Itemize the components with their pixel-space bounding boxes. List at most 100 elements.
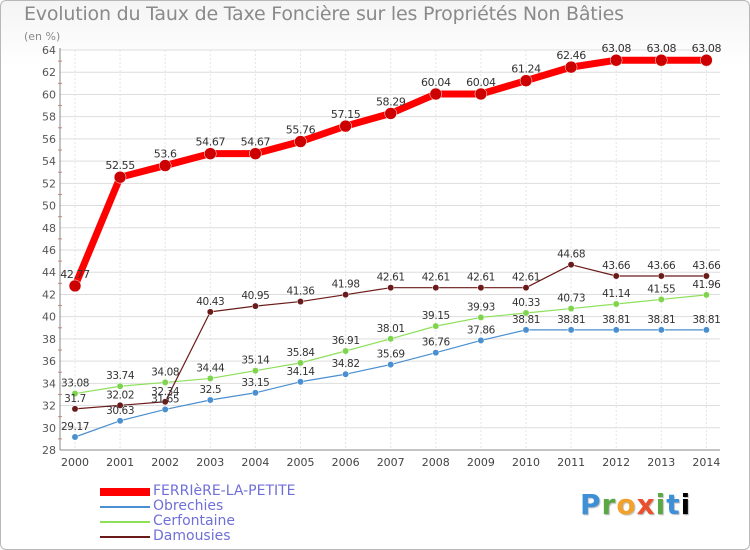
x-tick-label: 2013 bbox=[647, 456, 675, 469]
data-label-cerfontaine: 34.44 bbox=[196, 362, 225, 374]
legend-label: Damousies bbox=[153, 528, 231, 544]
data-point-ferri-re-la-petite bbox=[519, 74, 533, 87]
data-point-obrechies bbox=[251, 389, 259, 397]
data-point-cerfontaine bbox=[477, 313, 485, 321]
data-point-cerfontaine bbox=[206, 374, 214, 382]
data-label-ferri-re-la-petite: 57.15 bbox=[331, 108, 361, 121]
legend-swatch bbox=[100, 488, 150, 496]
data-label-obrechies: 38.81 bbox=[512, 314, 540, 326]
y-tick-label: 30 bbox=[42, 422, 56, 435]
data-point-ferri-re-la-petite bbox=[655, 53, 668, 67]
data-label-obrechies: 38.81 bbox=[647, 314, 675, 326]
data-label-damousies: 32.02 bbox=[106, 389, 134, 401]
data-label-ferri-re-la-petite: 63.08 bbox=[601, 42, 631, 55]
y-tick-label: 62 bbox=[42, 66, 56, 79]
chart-title: Evolution du Taux de Taxe Foncière sur l… bbox=[24, 3, 624, 25]
x-tick-label: 2004 bbox=[241, 456, 269, 469]
data-label-cerfontaine: 35.84 bbox=[286, 347, 315, 359]
data-label-obrechies: 29.17 bbox=[61, 421, 89, 433]
chart-unit-label: (en %) bbox=[24, 30, 61, 43]
y-tick-label: 64 bbox=[42, 44, 56, 57]
data-point-cerfontaine bbox=[161, 378, 169, 386]
data-label-obrechies: 30.63 bbox=[106, 405, 134, 417]
data-point-cerfontaine bbox=[612, 300, 620, 308]
data-point-ferri-re-la-petite bbox=[68, 279, 82, 293]
data-point-damousies bbox=[297, 298, 304, 306]
data-labels: 29.17 30.63 31.65 32.5 33.15 34.14 34.82 35.69 3… bbox=[60, 42, 722, 433]
data-label-cerfontaine: 41.14 bbox=[602, 288, 631, 300]
proxiti-logo: Proxiti bbox=[580, 488, 692, 521]
data-label-cerfontaine: 38.01 bbox=[377, 323, 405, 335]
data-point-obrechies bbox=[522, 326, 530, 334]
x-tick-label: 2006 bbox=[332, 456, 360, 469]
data-point-obrechies bbox=[702, 326, 710, 334]
y-tick-label: 50 bbox=[42, 200, 56, 213]
legend-item: Damousies bbox=[100, 528, 360, 544]
data-point-cerfontaine bbox=[522, 309, 530, 317]
data-label-ferri-re-la-petite: 42.77 bbox=[60, 268, 90, 281]
y-tick-label: 46 bbox=[42, 244, 56, 257]
data-point-cerfontaine bbox=[702, 291, 710, 299]
y-tick-label: 34 bbox=[42, 377, 56, 390]
legend-label: Cerfontaine bbox=[153, 513, 235, 529]
data-point-obrechies bbox=[477, 336, 485, 344]
data-label-obrechies: 35.69 bbox=[377, 349, 405, 361]
data-point-cerfontaine bbox=[657, 295, 665, 303]
data-point-damousies bbox=[342, 291, 350, 299]
data-label-damousies: 40.43 bbox=[196, 296, 224, 308]
data-label-ferri-re-la-petite: 54.67 bbox=[196, 136, 226, 149]
data-label-cerfontaine: 33.74 bbox=[106, 370, 135, 382]
x-tick-label: 2011 bbox=[557, 456, 585, 469]
data-point-ferri-re-la-petite bbox=[384, 107, 397, 120]
data-label-obrechies: 38.81 bbox=[692, 314, 720, 326]
data-point-cerfontaine bbox=[342, 347, 350, 355]
data-point-obrechies bbox=[206, 396, 214, 404]
y-tick-label: 36 bbox=[42, 355, 56, 368]
y-tick-label: 40 bbox=[42, 311, 56, 324]
data-label-ferri-re-la-petite: 54.67 bbox=[241, 136, 271, 149]
data-point-damousies bbox=[71, 405, 79, 413]
data-label-damousies: 41.36 bbox=[286, 286, 315, 298]
legend-swatch bbox=[100, 506, 150, 508]
data-point-ferri-re-la-petite bbox=[249, 147, 262, 160]
y-tick-label: 38 bbox=[42, 333, 56, 346]
data-point-obrechies bbox=[342, 370, 350, 378]
data-label-ferri-re-la-petite: 62.46 bbox=[556, 49, 586, 62]
data-label-obrechies: 32.5 bbox=[199, 384, 221, 396]
legend-item: Cerfontaine bbox=[100, 513, 360, 529]
legend-swatch bbox=[100, 536, 150, 538]
data-label-cerfontaine: 33.08 bbox=[61, 378, 89, 390]
data-point-obrechies bbox=[432, 349, 440, 357]
data-point-cerfontaine bbox=[432, 322, 440, 330]
data-label-damousies: 41.98 bbox=[332, 279, 360, 291]
data-point-obrechies bbox=[387, 361, 395, 369]
data-label-damousies: 43.66 bbox=[692, 260, 721, 272]
y-tick-label: 56 bbox=[42, 133, 56, 146]
legend-label: FERRIèRE-LA-PETITE bbox=[153, 483, 296, 499]
data-label-damousies: 44.68 bbox=[557, 249, 585, 261]
data-point-obrechies bbox=[567, 326, 575, 334]
y-tick-label: 48 bbox=[42, 222, 56, 235]
data-label-cerfontaine: 40.33 bbox=[512, 297, 540, 309]
legend-swatch bbox=[100, 521, 150, 523]
data-label-ferri-re-la-petite: 63.08 bbox=[692, 42, 722, 55]
data-point-cerfontaine bbox=[71, 390, 79, 398]
y-tick-label: 52 bbox=[42, 177, 56, 190]
data-point-ferri-re-la-petite bbox=[474, 87, 488, 101]
y-tick-label: 60 bbox=[42, 88, 56, 101]
data-point-obrechies bbox=[297, 378, 304, 386]
y-tick-label: 58 bbox=[42, 111, 56, 124]
data-label-cerfontaine: 35.14 bbox=[241, 355, 270, 367]
data-point-obrechies bbox=[116, 417, 124, 425]
data-label-ferri-re-la-petite: 58.29 bbox=[376, 95, 406, 108]
data-point-ferri-re-la-petite bbox=[158, 159, 172, 172]
x-tick-label: 2010 bbox=[512, 456, 540, 469]
data-label-cerfontaine: 41.96 bbox=[692, 279, 721, 291]
data-point-ferri-re-la-petite bbox=[204, 147, 217, 160]
data-label-ferri-re-la-petite: 61.24 bbox=[511, 63, 541, 76]
legend: FERRIèRE-LA-PETITE Obrechies Cerfontaine Da… bbox=[100, 483, 360, 544]
data-point-damousies bbox=[612, 272, 620, 280]
data-label-ferri-re-la-petite: 55.76 bbox=[286, 124, 316, 137]
data-label-damousies: 42.61 bbox=[377, 272, 405, 284]
data-point-cerfontaine bbox=[297, 359, 304, 367]
